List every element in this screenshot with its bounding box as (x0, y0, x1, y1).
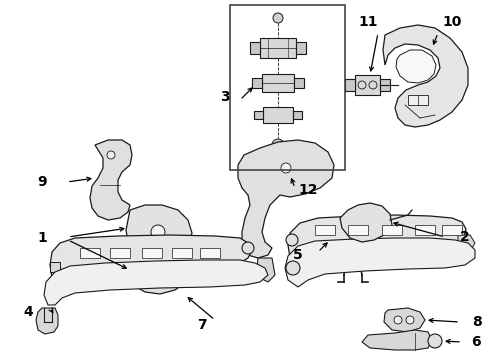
Polygon shape (80, 248, 100, 258)
Polygon shape (285, 238, 475, 287)
Polygon shape (396, 50, 436, 83)
Text: 12: 12 (298, 183, 318, 197)
Polygon shape (128, 252, 190, 294)
Polygon shape (332, 217, 372, 252)
Text: 9: 9 (37, 175, 47, 189)
Polygon shape (345, 79, 355, 91)
Polygon shape (36, 308, 58, 334)
Polygon shape (308, 224, 337, 252)
Text: 8: 8 (472, 315, 482, 329)
Circle shape (428, 334, 442, 348)
Polygon shape (90, 140, 132, 220)
Circle shape (153, 267, 163, 277)
Text: 3: 3 (220, 90, 230, 104)
Polygon shape (50, 235, 252, 290)
Polygon shape (293, 111, 302, 119)
Polygon shape (315, 225, 335, 235)
Polygon shape (442, 225, 462, 235)
Circle shape (406, 316, 414, 324)
Polygon shape (172, 248, 192, 258)
Text: 5: 5 (293, 248, 303, 262)
Polygon shape (50, 262, 60, 272)
Text: 2: 2 (460, 230, 470, 244)
Polygon shape (384, 308, 425, 332)
Polygon shape (458, 235, 475, 252)
Circle shape (272, 139, 284, 151)
Text: 10: 10 (442, 15, 462, 29)
Polygon shape (383, 25, 468, 127)
Polygon shape (355, 75, 380, 95)
Text: 7: 7 (197, 318, 207, 332)
Polygon shape (380, 79, 390, 91)
Polygon shape (382, 225, 402, 235)
Polygon shape (260, 38, 296, 58)
Circle shape (107, 151, 115, 159)
Circle shape (273, 13, 283, 23)
Circle shape (286, 234, 298, 246)
Polygon shape (263, 107, 293, 123)
Polygon shape (415, 225, 435, 235)
Polygon shape (257, 258, 275, 282)
Polygon shape (294, 78, 304, 88)
Polygon shape (126, 205, 192, 258)
Circle shape (151, 225, 165, 239)
Text: 6: 6 (471, 335, 481, 349)
Polygon shape (288, 215, 466, 270)
Polygon shape (262, 74, 294, 92)
Polygon shape (200, 248, 220, 258)
Polygon shape (252, 78, 262, 88)
Text: 11: 11 (358, 15, 378, 29)
Text: 4: 4 (23, 305, 33, 319)
Polygon shape (44, 260, 268, 305)
Polygon shape (362, 330, 432, 350)
Polygon shape (238, 140, 334, 258)
Polygon shape (340, 203, 392, 242)
Bar (230, 5, 345, 170)
Circle shape (242, 242, 254, 254)
Text: 1: 1 (37, 231, 47, 245)
Polygon shape (296, 42, 306, 54)
Circle shape (286, 261, 300, 275)
Polygon shape (110, 248, 130, 258)
Polygon shape (254, 111, 263, 119)
Circle shape (394, 316, 402, 324)
Polygon shape (408, 95, 428, 105)
Polygon shape (250, 42, 260, 54)
Circle shape (281, 163, 291, 173)
Polygon shape (142, 248, 162, 258)
Circle shape (274, 160, 282, 168)
Polygon shape (348, 225, 368, 235)
